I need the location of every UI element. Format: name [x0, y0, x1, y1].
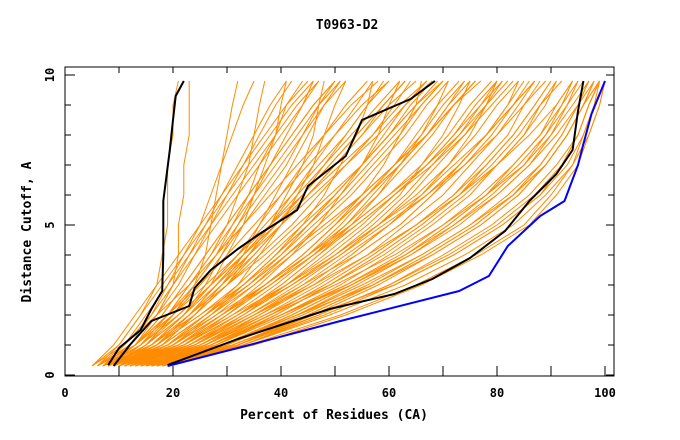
model-curve-92: [118, 80, 390, 367]
series-highlight-2: [112, 80, 436, 367]
chart-title: T0963-D2: [316, 18, 379, 33]
model-curve-48: [140, 80, 530, 367]
model-curve-38: [140, 80, 536, 367]
model-curve-23: [156, 80, 606, 367]
y-tick-label: 10: [43, 68, 57, 82]
x-axis-label: Percent of Residues (CA): [240, 408, 428, 423]
x-tick-label: 60: [382, 386, 396, 400]
x-tick-label: 80: [490, 386, 504, 400]
model-curve-69: [102, 80, 390, 367]
model-curve-99: [156, 80, 595, 367]
y-tick-label: 0: [43, 371, 57, 378]
model-curve-94: [129, 80, 471, 367]
model-curve-77: [102, 80, 320, 367]
model-curve-96: [140, 80, 525, 367]
series-highlight-1: [107, 80, 185, 366]
y-axis: 0 5 10: [43, 68, 614, 379]
series-best: [167, 80, 606, 367]
model-curve-71: [113, 80, 444, 367]
model-curve-55: [118, 80, 465, 367]
x-tick-label: 40: [274, 386, 288, 400]
model-curve-76: [91, 80, 309, 367]
x-tick-label: 20: [166, 386, 180, 400]
model-curve-97: [145, 80, 552, 367]
model-curve-89: [167, 80, 601, 367]
model-curve-39: [145, 80, 557, 367]
model-curve-90: [107, 80, 287, 367]
plot-frame: [64, 66, 615, 377]
model-curve-66: [135, 80, 590, 367]
model-curve-80: [118, 80, 368, 367]
model-curve-84: [140, 80, 503, 367]
highlight-curves: [107, 80, 606, 367]
model-curves: [91, 80, 606, 367]
model-curve-95: [135, 80, 498, 367]
model-curve-91: [113, 80, 336, 367]
model-curve-86: [151, 80, 563, 367]
model-curve-81: [124, 80, 406, 367]
model-curve-35: [124, 80, 449, 367]
plot-area: [91, 80, 606, 367]
model-curve-93: [124, 80, 433, 367]
x-tick-label: 100: [594, 386, 616, 400]
model-curve-98: [151, 80, 579, 367]
x-axis: 0 20 40 60 80 100: [61, 67, 616, 400]
model-curve-16: [129, 80, 557, 367]
model-curve-87: [156, 80, 584, 367]
model-curve-78: [107, 80, 336, 367]
model-curve-79: [113, 80, 347, 367]
series-highlight-3: [167, 80, 585, 367]
y-axis-label: Distance Cutoff, A: [20, 161, 35, 302]
y-tick-label: 5: [43, 221, 57, 228]
model-curve-73: [124, 80, 509, 367]
x-tick-label: 0: [61, 386, 68, 400]
model-curve-12: [118, 80, 471, 367]
